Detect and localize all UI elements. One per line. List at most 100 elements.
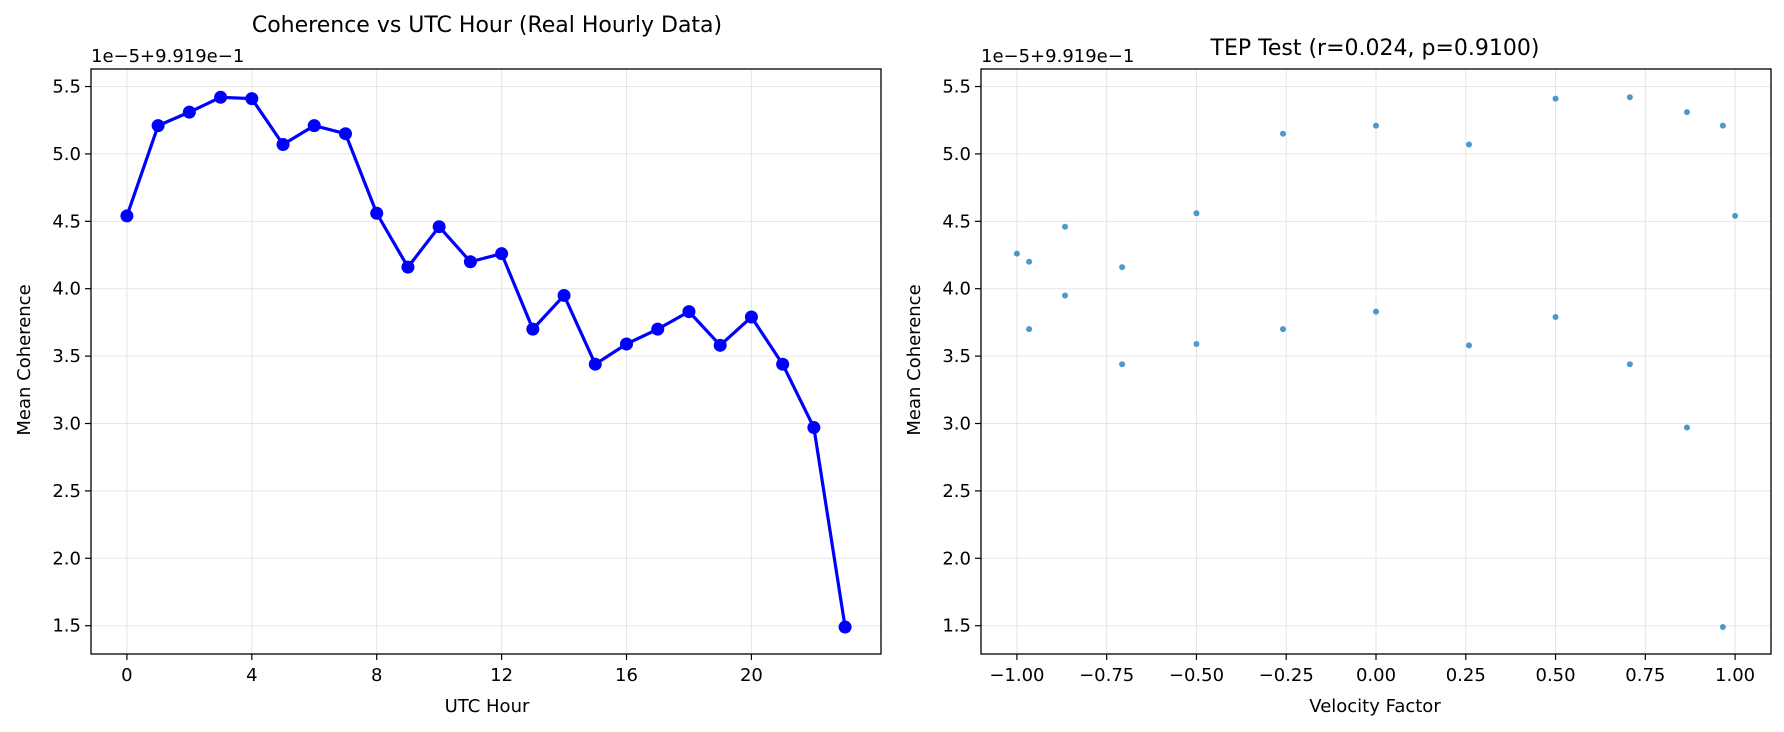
y-tick-label: 4.0 bbox=[942, 279, 971, 300]
y-tick-label: 1.5 bbox=[52, 616, 81, 637]
y-axis-label: Mean Coherence bbox=[14, 284, 35, 435]
y-offset-label: 1e−5+9.919e−1 bbox=[981, 46, 1134, 67]
x-tick-label: 0 bbox=[121, 665, 132, 686]
y-tick-label: 4.5 bbox=[52, 211, 81, 232]
y-tick-label: 4.0 bbox=[52, 279, 81, 300]
data-point bbox=[1013, 250, 1020, 257]
data-point bbox=[1119, 361, 1126, 368]
data-point bbox=[1552, 314, 1559, 321]
data-point bbox=[1373, 122, 1379, 129]
y-tick-label: 2.0 bbox=[942, 548, 971, 569]
y-axis-label: Mean Coherence bbox=[904, 284, 925, 435]
data-point bbox=[588, 357, 602, 371]
data-point bbox=[463, 255, 477, 269]
x-tick-label: 4 bbox=[246, 665, 257, 686]
x-axis-label: UTC Hour bbox=[445, 696, 530, 717]
data-point bbox=[182, 105, 196, 119]
data-point bbox=[1719, 624, 1726, 631]
data-marks bbox=[1013, 94, 1739, 631]
x-tick-label: 12 bbox=[490, 665, 513, 686]
data-point bbox=[151, 119, 165, 133]
x-tick-label: 16 bbox=[615, 665, 638, 686]
x-tick-label: −0.75 bbox=[1079, 665, 1134, 686]
data-point bbox=[682, 305, 696, 319]
y-tick-label: 5.5 bbox=[52, 77, 81, 98]
data-point bbox=[1466, 342, 1473, 349]
x-axis-label: Velocity Factor bbox=[1309, 696, 1441, 717]
data-point bbox=[744, 310, 758, 324]
data-point bbox=[370, 206, 384, 220]
data-point bbox=[838, 620, 852, 634]
line-chart-panel: Coherence vs UTC Hour (Real Hourly Data)… bbox=[14, 13, 882, 717]
data-point bbox=[1683, 424, 1690, 431]
data-point bbox=[651, 322, 665, 336]
data-point bbox=[120, 209, 134, 223]
y-tick-label: 2.5 bbox=[942, 481, 971, 502]
y-tick-label: 5.5 bbox=[942, 77, 971, 98]
y-offset-label: 1e−5+9.919e−1 bbox=[91, 46, 244, 67]
data-point bbox=[1193, 210, 1200, 217]
data-point bbox=[1683, 109, 1690, 116]
y-tick-label: 5.0 bbox=[52, 144, 81, 165]
y-tick-label: 3.0 bbox=[52, 414, 81, 435]
data-point bbox=[620, 337, 634, 351]
data-point bbox=[214, 90, 228, 104]
y-tick-label: 4.5 bbox=[942, 211, 971, 232]
data-point bbox=[807, 421, 821, 435]
data-point bbox=[338, 127, 352, 141]
x-tick-label: −1.00 bbox=[989, 665, 1044, 686]
data-point bbox=[1719, 122, 1726, 129]
y-tick-label: 2.5 bbox=[52, 481, 81, 502]
data-marks bbox=[120, 90, 852, 634]
plot-frame bbox=[90, 68, 882, 655]
x-tick-label: 1.00 bbox=[1715, 665, 1755, 686]
data-point bbox=[307, 119, 321, 133]
data-point bbox=[1279, 130, 1286, 137]
x-tick-label: 8 bbox=[371, 665, 382, 686]
x-tick-label: 20 bbox=[740, 665, 763, 686]
x-tick-label: −0.25 bbox=[1259, 665, 1314, 686]
data-point bbox=[432, 220, 446, 234]
data-point bbox=[776, 357, 790, 371]
data-point bbox=[1062, 292, 1069, 299]
y-tick-label: 5.0 bbox=[942, 144, 971, 165]
x-tick-label: 0.50 bbox=[1536, 665, 1576, 686]
data-point bbox=[557, 288, 571, 302]
data-point bbox=[1732, 212, 1739, 219]
data-point bbox=[401, 260, 415, 274]
y-tick-label: 3.0 bbox=[942, 414, 971, 435]
x-ticks: 0 4 8 12 16 20 bbox=[121, 654, 763, 686]
data-point bbox=[1119, 264, 1126, 271]
data-point bbox=[1062, 223, 1069, 230]
y-tick-label: 1.5 bbox=[942, 616, 971, 637]
chart-title: Coherence vs UTC Hour (Real Hourly Data) bbox=[252, 13, 722, 38]
x-tick-label: 0.25 bbox=[1446, 665, 1486, 686]
data-point bbox=[1466, 141, 1473, 148]
chart-title: TEP Test (r=0.024, p=0.9100) bbox=[1210, 36, 1540, 61]
data-point bbox=[276, 137, 290, 151]
x-tick-label: 0.00 bbox=[1356, 665, 1396, 686]
data-point bbox=[1373, 308, 1379, 315]
y-tick-label: 3.5 bbox=[52, 346, 81, 367]
x-tick-label: −0.50 bbox=[1169, 665, 1224, 686]
data-point bbox=[1026, 326, 1033, 333]
data-point bbox=[1026, 258, 1033, 265]
data-point bbox=[1279, 326, 1286, 333]
x-ticks: −1.00 −0.75 −0.50 −0.25 0.00 0.25 0.50 0.75 1.00 bbox=[989, 654, 1755, 686]
data-point bbox=[1626, 361, 1633, 368]
grid-lines bbox=[981, 69, 1771, 654]
data-point bbox=[1626, 94, 1633, 101]
y-tick-label: 2.0 bbox=[52, 548, 81, 569]
y-tick-label: 3.5 bbox=[942, 346, 971, 367]
y-ticks: 1.5 2.0 2.5 3.0 3.5 4.0 4.5 5.0 5.5 bbox=[52, 77, 91, 637]
grid-lines bbox=[91, 69, 881, 654]
data-point bbox=[526, 322, 540, 336]
data-point bbox=[495, 247, 509, 261]
data-point bbox=[245, 92, 259, 106]
data-point bbox=[713, 338, 727, 352]
x-tick-label: 0.75 bbox=[1625, 665, 1665, 686]
y-ticks: 1.5 2.0 2.5 3.0 3.5 4.0 4.5 5.0 5.5 bbox=[942, 77, 981, 637]
data-point bbox=[1552, 95, 1559, 102]
scatter-chart-panel: TEP Test (r=0.024, p=0.9100) 1e−5+9.919e… bbox=[904, 36, 1772, 717]
